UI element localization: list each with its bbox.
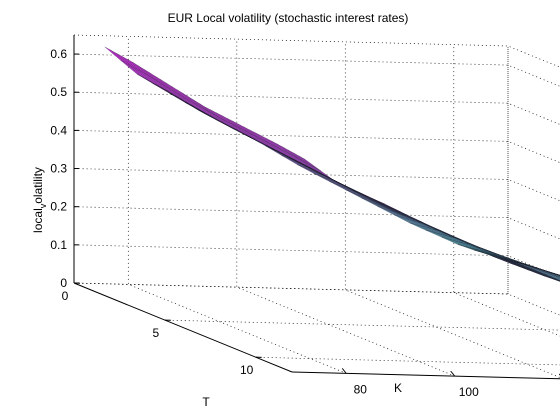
z-gridline [73, 168, 560, 202]
y-tick-label: 5 [152, 326, 159, 340]
y-axis-line [73, 282, 293, 373]
z-gridline [73, 244, 560, 278]
z-tick-label: 0.5 [50, 85, 67, 99]
x-tick-label: 80 [354, 382, 368, 396]
z-tick-label: 0.4 [50, 123, 67, 137]
z-axis-label-sub: v [38, 203, 48, 208]
z-axis-label-main: local [31, 208, 45, 233]
x-gridline [127, 36, 347, 374]
x-tick-label: 100 [459, 385, 479, 399]
y-gridline [73, 46, 509, 295]
axes-box [73, 35, 560, 380]
y-axis-label: T [202, 395, 210, 409]
x-axis-label: K [394, 381, 402, 395]
z-tick-label: 0.2 [50, 200, 67, 214]
z-axis-label: localvolatility [31, 167, 48, 233]
z-tick-label: 0 [60, 276, 67, 290]
x-tick-mark [341, 368, 347, 374]
x-gridline [344, 41, 560, 378]
y-tick-label: 10 [240, 363, 254, 377]
z-gridline [73, 206, 560, 240]
x-axis-line [291, 371, 560, 380]
chart-title: EUR Local volatility (stochastic interes… [168, 11, 409, 25]
z-tick-label: 0.3 [50, 162, 67, 176]
surface-plot [104, 46, 560, 282]
top-gridline [73, 34, 560, 68]
surface-patch [110, 49, 133, 67]
y-gridline [255, 356, 560, 366]
z-gridline [73, 130, 560, 164]
z-axis-label-rest: olatility [31, 167, 45, 204]
z-tick-label: 0.1 [50, 238, 67, 252]
x-tick-mark [450, 370, 456, 377]
surface-patch [473, 249, 496, 257]
axis-ticks: 00.10.20.30.40.50.6051080100120140 [50, 47, 560, 399]
z-gridline [73, 91, 560, 125]
surface-patch [553, 277, 560, 281]
back-grid [73, 34, 560, 378]
z-gridline [73, 282, 560, 316]
x-gridline [236, 39, 455, 377]
y-tick-label: 0 [62, 289, 69, 303]
z-gridline [73, 53, 560, 87]
z-tick-label: 0.6 [50, 47, 67, 61]
y-gridline [164, 319, 560, 331]
x-gridline [453, 44, 560, 337]
